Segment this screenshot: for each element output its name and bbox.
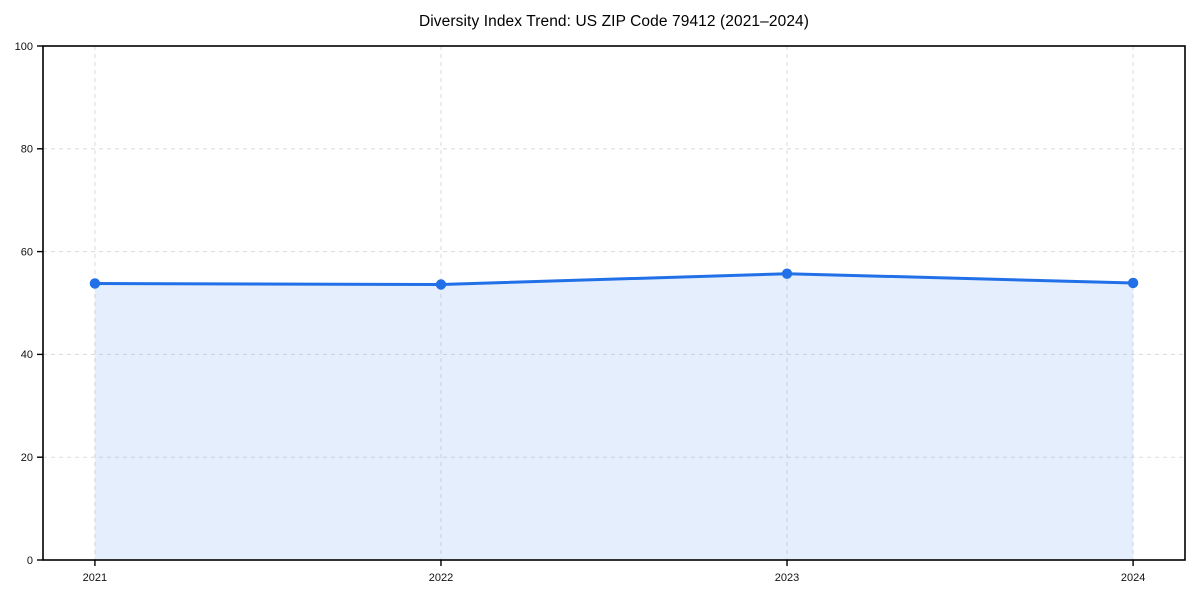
chart-title: Diversity Index Trend: US ZIP Code 79412… [418, 13, 810, 30]
x-tick-label: 2024 [1121, 572, 1145, 584]
data-point-2023 [781, 268, 793, 279]
y-tick-label: 20 [21, 452, 33, 464]
y-tick-label: 40 [21, 349, 33, 361]
y-tick-label: 100 [15, 41, 33, 53]
trend-line [93, 272, 1135, 286]
data-point-2022 [435, 279, 447, 290]
x-tick-label: 2022 [429, 572, 453, 584]
area-fill [94, 273, 1134, 560]
y-tick-label: 0 [27, 555, 33, 567]
data-point-2021 [89, 278, 101, 289]
x-tick-label: 2023 [775, 572, 799, 584]
y-tick-label: 80 [21, 144, 33, 156]
plot-border [42, 45, 1186, 561]
y-tick-label: 60 [21, 246, 33, 258]
data-point-2024 [1127, 277, 1139, 289]
x-tick-label: 2021 [83, 572, 107, 584]
